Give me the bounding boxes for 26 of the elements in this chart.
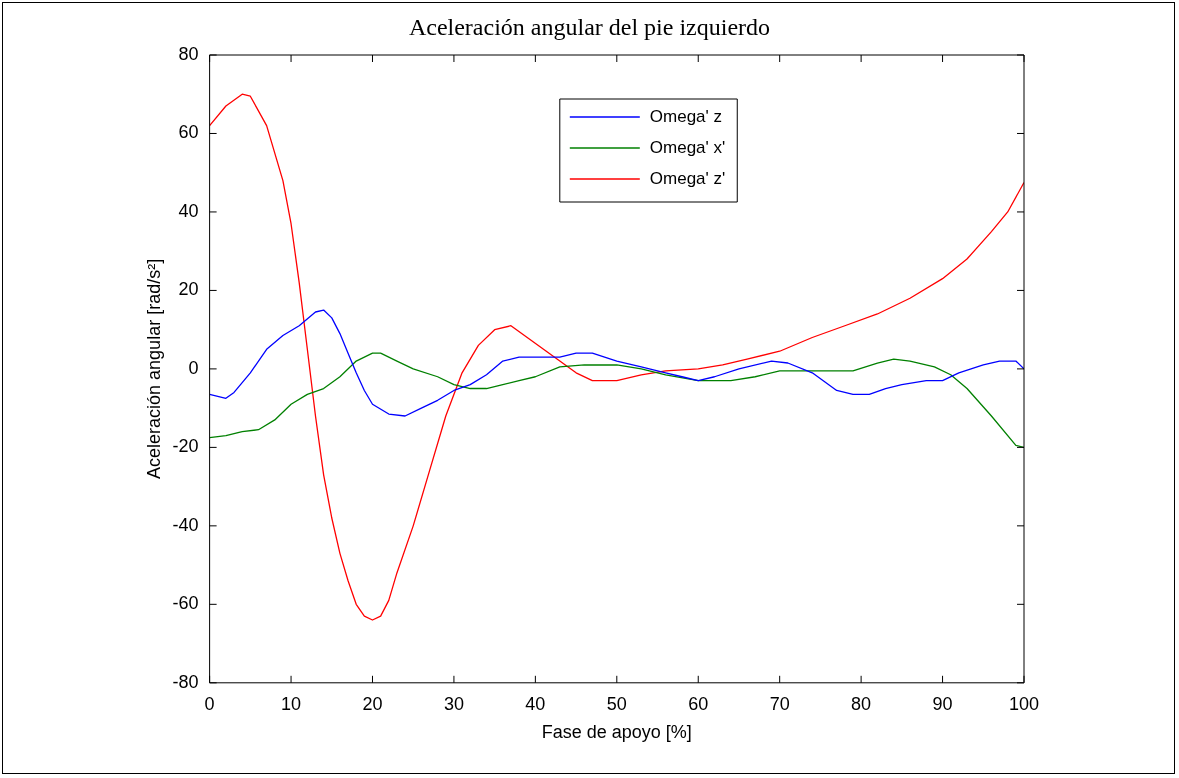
x-tick-label: 10: [281, 693, 302, 714]
legend-label: Omega' z: [649, 106, 723, 126]
x-tick-label: 20: [362, 693, 383, 714]
y-tick-label: -80: [172, 671, 199, 692]
y-tick-label: -40: [172, 514, 199, 535]
x-tick-label: 70: [769, 693, 790, 714]
x-tick-label: 80: [851, 693, 872, 714]
x-tick-label: 90: [932, 693, 953, 714]
chart-title: Aceleración angular del pie izquierdo: [407, 14, 772, 41]
x-axis-title: Fase de apoyo [%]: [541, 722, 692, 743]
x-tick-label: 40: [525, 693, 546, 714]
x-tick-label: 0: [204, 693, 215, 714]
legend-label: Omega' z': [649, 168, 726, 188]
y-tick-label: 0: [188, 357, 199, 378]
y-tick-label: 40: [178, 200, 199, 221]
y-tick-label: -20: [172, 436, 199, 457]
y-axis-title: Aceleración angular [rad/s²]: [143, 258, 164, 479]
x-tick-label: 30: [443, 693, 464, 714]
y-tick-label: -60: [172, 593, 199, 614]
y-tick-label: 80: [178, 43, 199, 64]
legend-label: Omega' x': [649, 137, 726, 157]
y-tick-label: 60: [178, 122, 199, 143]
x-tick-label: 50: [606, 693, 627, 714]
y-tick-label: 20: [178, 279, 199, 300]
x-tick-label: 100: [1008, 693, 1040, 714]
x-tick-label: 60: [688, 693, 709, 714]
